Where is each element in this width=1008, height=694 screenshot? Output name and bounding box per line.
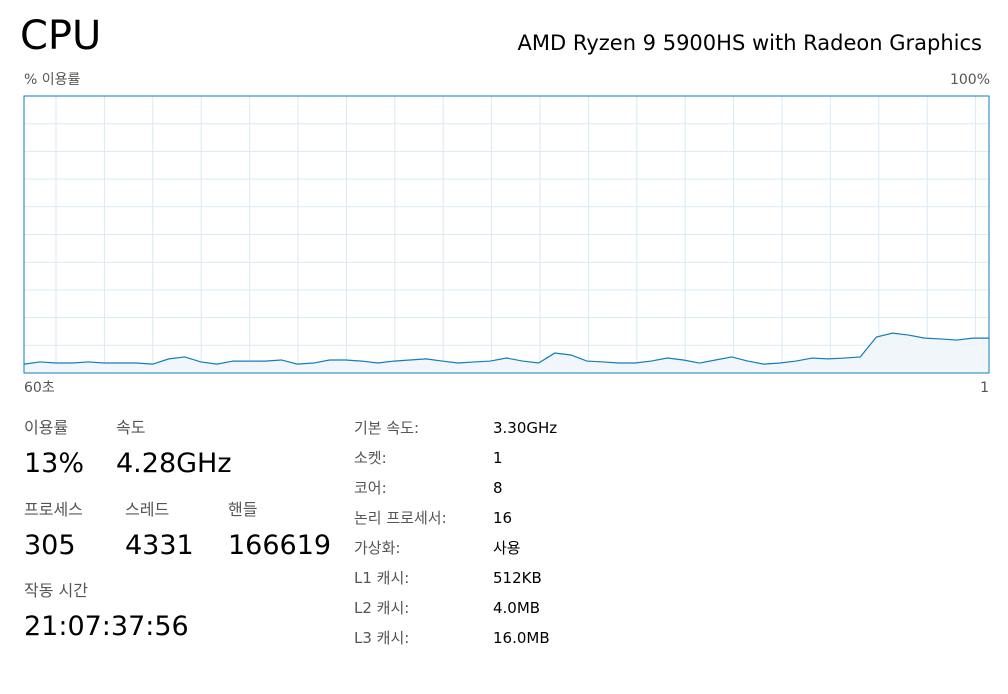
- stat-label: 프로세스: [24, 500, 83, 519]
- detail-label: L3 캐시:: [354, 629, 410, 647]
- stat-value: 4.28GHz: [116, 448, 232, 479]
- stat-value: 4331: [125, 530, 194, 561]
- stat-value: 13%: [24, 448, 85, 479]
- detail-label: 논리 프로세서:: [354, 509, 447, 527]
- x-start-label: 60초: [24, 380, 55, 396]
- chart-border: [23, 95, 990, 374]
- usage-line: [23, 332, 989, 365]
- stat-value: 305: [24, 530, 76, 561]
- detail-label: 소켓:: [354, 449, 387, 467]
- stat-value: 166619: [228, 530, 332, 561]
- detail-label: 가상화:: [354, 539, 401, 557]
- usage-area: [24, 333, 989, 373]
- detail-value: 사용: [493, 539, 521, 557]
- stat-label: 핸들: [228, 500, 258, 519]
- y-label: % 이용률: [24, 72, 81, 88]
- detail-value: 16.0MB: [493, 629, 550, 647]
- y-tick-label: 100%: [949, 72, 990, 88]
- detail-value: 512KB: [493, 569, 542, 587]
- stat-label: 속도: [116, 418, 146, 437]
- detail-value: 1: [493, 449, 503, 467]
- detail-value: 16: [493, 509, 513, 527]
- detail-value: 3.30GHz: [493, 419, 558, 437]
- x-end-label: 1: [980, 380, 989, 396]
- detail-label: 코어:: [354, 479, 387, 497]
- title: CPU: [20, 13, 102, 59]
- detail-value: 8: [493, 479, 503, 497]
- detail-label: L1 캐시:: [354, 569, 410, 587]
- detail-label: 기본 속도:: [354, 419, 420, 437]
- detail-value: 4.0MB: [493, 599, 541, 617]
- stat-value: 21:07:37:56: [24, 611, 189, 642]
- stat-label: 작동 시간: [24, 581, 88, 600]
- stat-label: 이용률: [24, 418, 69, 437]
- cpu-model: AMD Ryzen 9 5900HS with Radeon Graphics: [517, 31, 982, 55]
- stat-label: 스레드: [125, 500, 170, 519]
- chart: [23, 95, 990, 374]
- detail-label: L2 캐시:: [354, 599, 410, 617]
